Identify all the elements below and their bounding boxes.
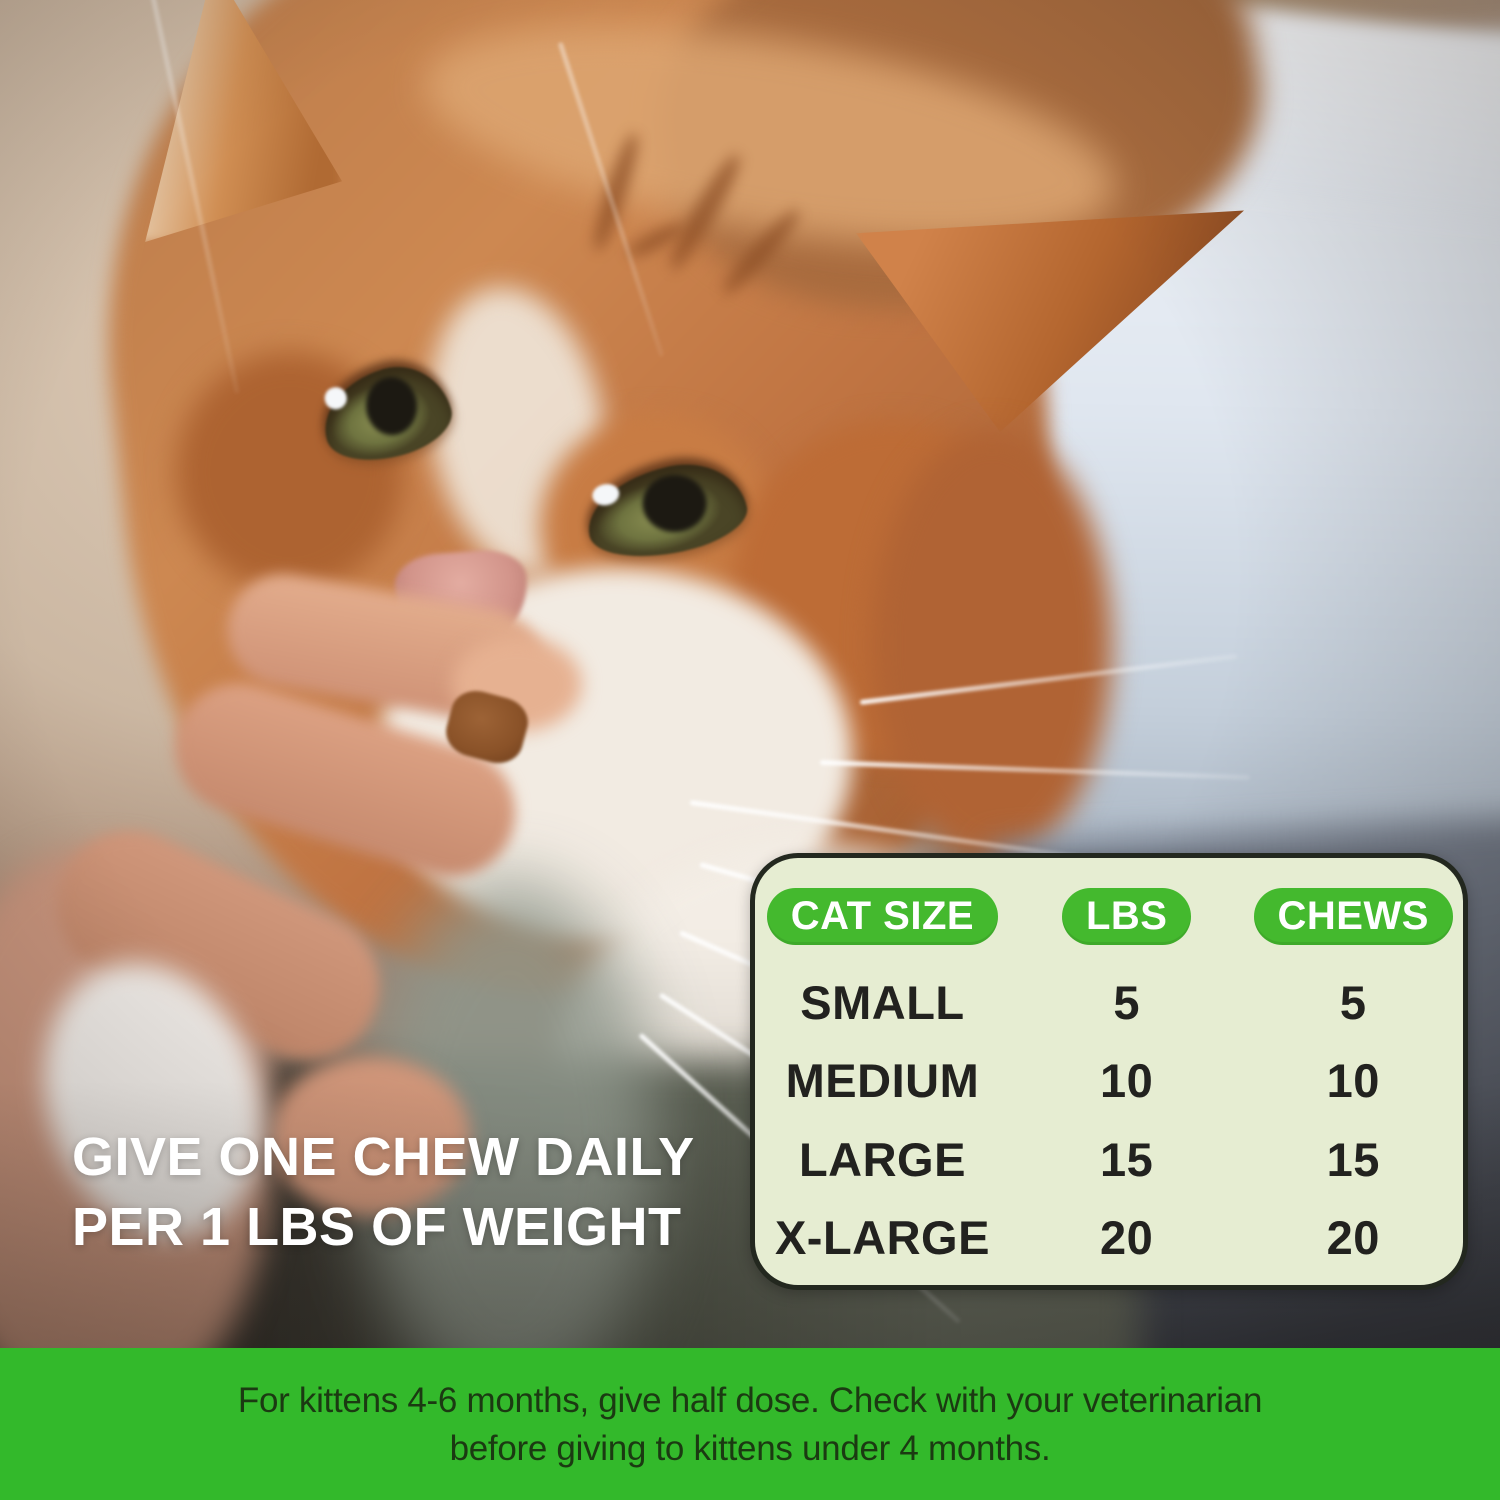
footnote-line1: For kittens 4-6 months, give half dose. … [237, 1380, 1263, 1420]
cell-cat-size: MEDIUM [785, 1054, 980, 1108]
footnote-bar: For kittens 4-6 months, give half dose. … [0, 1348, 1500, 1500]
cell-chews: 5 [1339, 975, 1367, 1029]
column-pill-chews: CHEWS [1253, 888, 1453, 945]
headline: GIVE ONE CHEW DAILY PER 1 LBS OF WEIGHT [72, 1122, 695, 1262]
headline-line1: GIVE ONE CHEW DAILY [72, 1127, 695, 1187]
cell-chews: 15 [1326, 1132, 1380, 1186]
table-body: SMALL 5 5 MEDIUM 10 10 LARGE 15 15 X-LAR… [755, 965, 1463, 1275]
cell-cat-size: X-LARGE [774, 1211, 990, 1265]
table-row-medium: MEDIUM 10 10 [755, 1044, 1463, 1118]
cat-face-right [872, 430, 1112, 860]
headline-line2: PER 1 LBS OF WEIGHT [72, 1197, 682, 1257]
table-header-row: CAT SIZE LBS CHEWS [755, 888, 1463, 945]
cell-lbs: 10 [1100, 1054, 1154, 1108]
dosing-table-card: CAT SIZE LBS CHEWS SMALL 5 5 MEDIUM 10 1… [750, 853, 1468, 1290]
footnote-line2: before giving to kittens under 4 months. [449, 1428, 1051, 1468]
cell-lbs: 15 [1100, 1132, 1154, 1186]
cell-lbs: 5 [1113, 975, 1140, 1029]
column-pill-lbs: LBS [1061, 888, 1192, 945]
column-pill-cat-size: CAT SIZE [766, 888, 999, 945]
table-row-small: SMALL 5 5 [755, 965, 1463, 1039]
thumb [270, 1056, 470, 1216]
table-row-large: LARGE 15 15 [755, 1122, 1463, 1196]
cell-chews: 10 [1326, 1054, 1380, 1108]
cell-cat-size: LARGE [798, 1132, 966, 1186]
cell-cat-size: SMALL [800, 975, 965, 1029]
table-row-x-large: X-LARGE 20 20 [755, 1201, 1463, 1275]
cell-lbs: 20 [1100, 1211, 1154, 1265]
cell-chews: 20 [1326, 1211, 1380, 1265]
